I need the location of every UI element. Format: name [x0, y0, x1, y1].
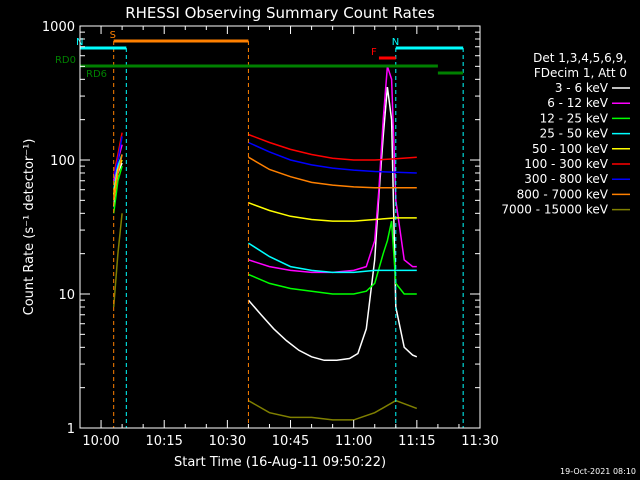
- x-tick-label-3: 10:45: [272, 434, 309, 449]
- series-line-2-segment-1: [248, 220, 417, 295]
- series-line-1-segment-1: [248, 66, 417, 274]
- series-line-2-segment-0: [112, 165, 123, 214]
- legend-entry-label-6: 300 - 800 keV: [524, 172, 608, 186]
- series-line-3-segment-1: [247, 242, 417, 274]
- legend-entry-label-3: 25 - 50 keV: [540, 127, 609, 141]
- legend-entry-label-8: 7000 - 15000 keV: [501, 203, 608, 217]
- series-line-8-segment-0: [112, 213, 123, 308]
- generated-timestamp: 19-Oct-2021 08:10: [560, 467, 636, 476]
- y-axis-label: Count Rate (s⁻¹ detector⁻¹): [22, 139, 37, 316]
- series-line-7-segment-0: [112, 154, 123, 201]
- plot-frame: [79, 25, 481, 429]
- y-tick-label-2: 100: [50, 154, 75, 169]
- series-line-6-segment-0: [112, 136, 123, 177]
- y-tick-label-3: 1000: [42, 20, 75, 35]
- flag-label-rd6-4: RD6: [86, 69, 107, 80]
- legend-entry-label-5: 100 - 300 keV: [524, 157, 608, 171]
- x-axis: 10:00 10:15 10:30 10:45 11:00 11:15 11:30: [79, 26, 499, 449]
- x-tick-label-5: 11:15: [398, 434, 435, 449]
- series-line-4-segment-1: [248, 201, 417, 222]
- legend-entry-label-2: 12 - 25 keV: [540, 111, 609, 125]
- x-tick-label-4: 11:00: [335, 434, 372, 449]
- legend: Det 1,3,4,5,6,9, FDecim 1, Att 0 3 - 6 k…: [501, 51, 630, 217]
- legend-title-line-2: FDecim 1, Att 0: [534, 66, 627, 80]
- y-axis: 1 10 100 1000: [42, 20, 480, 437]
- x-tick-label-0: 10:00: [82, 434, 119, 449]
- flag-label-s-0: S: [110, 30, 116, 41]
- x-tick-label-2: 10:30: [209, 434, 246, 449]
- y-tick-label-1: 10: [58, 288, 75, 303]
- legend-title-line-1: Det 1,3,4,5,6,9,: [533, 51, 627, 65]
- x-axis-label: Start Time (16-Aug-11 09:50:22): [174, 455, 386, 470]
- flag-label-n-2: N: [392, 37, 399, 48]
- series-line-6-segment-1: [248, 141, 417, 174]
- x-tick-label-1: 10:15: [145, 434, 182, 449]
- series-line-8-segment-1: [248, 399, 418, 421]
- legend-entry-label-7: 800 - 7000 keV: [517, 187, 609, 201]
- legend-entry-label-0: 3 - 6 keV: [555, 81, 609, 95]
- series-layer: [112, 66, 418, 421]
- y-tick-label-0: 1: [67, 422, 75, 437]
- flag-label-f-5: F: [371, 47, 377, 58]
- x-tick-label-6: 11:30: [461, 434, 498, 449]
- chart-title: RHESSI Observing Summary Count Rates: [125, 4, 435, 22]
- legend-entry-label-4: 50 - 100 keV: [532, 142, 609, 156]
- series-line-5-segment-1: [248, 133, 417, 161]
- series-line-5-segment-0: [112, 132, 123, 175]
- series-line-7-segment-1: [248, 156, 417, 189]
- legend-entry-label-1: 6 - 12 keV: [547, 96, 609, 110]
- flag-label-rd0-3: RD0: [55, 55, 76, 66]
